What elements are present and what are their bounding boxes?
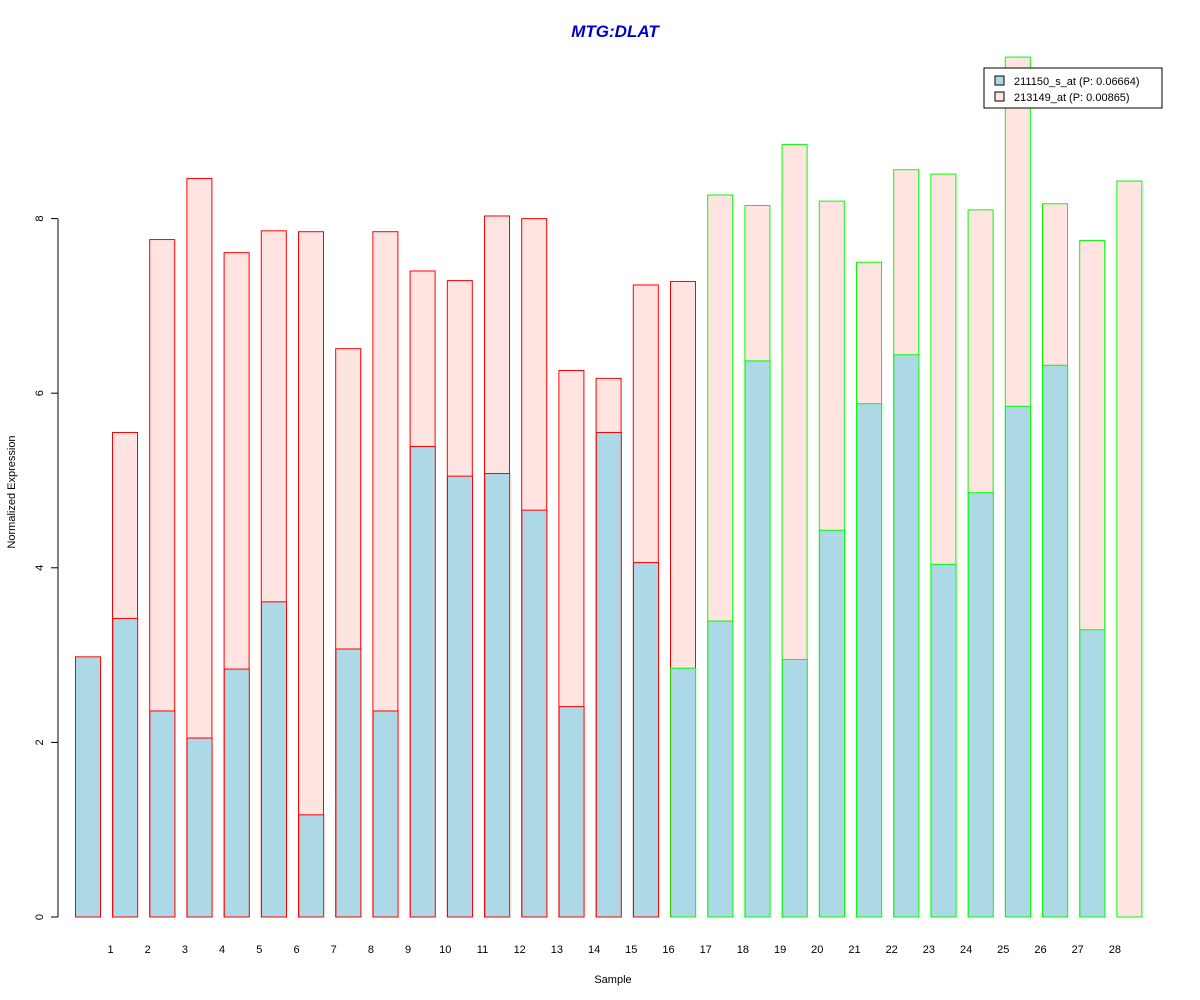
x-tick-label: 3	[182, 944, 188, 956]
x-tick-label: 6	[293, 944, 299, 956]
x-axis-label: Sample	[594, 974, 631, 986]
x-tick-label: 24	[960, 944, 972, 956]
bar-series-1-sample-27	[1042, 364, 1069, 918]
x-tick-label: 7	[331, 944, 337, 956]
legend-label-2: 213149_at (P: 0.00865)	[1014, 92, 1130, 104]
x-tick-label: 14	[588, 944, 600, 956]
bar-series-1-sample-12	[484, 473, 511, 918]
bar-series-1-sample-17	[670, 667, 697, 918]
bar-series-1-sample-21	[819, 529, 845, 918]
legend-swatch-1	[994, 75, 1005, 86]
bar-series-1-sample-1	[75, 656, 101, 918]
y-axis-label: Normalized Expression	[6, 435, 18, 548]
bar-series-1-sample-3	[149, 710, 176, 918]
bar-series-2-sample-28	[1116, 180, 1143, 918]
bar-series-1-sample-2	[112, 617, 139, 918]
legend-swatch-2	[994, 91, 1005, 102]
x-tick-label: 28	[1109, 944, 1121, 956]
legend: 211150_s_at (P: 0.06664) 213149_at (P: 0.…	[983, 67, 1163, 109]
x-tick-label: 12	[514, 944, 526, 956]
y-tick-label: 2	[34, 739, 46, 745]
bar-series-1-sample-13	[521, 509, 548, 918]
chart-title: MTG:DLAT	[571, 22, 660, 41]
x-tick-label: 4	[219, 944, 225, 956]
bar-series-1-sample-25	[967, 492, 994, 918]
bar-series-1-sample-8	[335, 648, 362, 918]
bar-series-1-sample-6	[261, 601, 287, 918]
x-tick-label: 1	[107, 944, 113, 956]
bar-series-1-sample-18	[707, 620, 734, 918]
bar-series-1-sample-16	[633, 562, 659, 918]
x-tick-label: 25	[997, 944, 1009, 956]
bar-series-1-sample-11	[447, 475, 473, 918]
bar-series-1-sample-20	[781, 658, 808, 918]
x-tick-label: 21	[848, 944, 860, 956]
bar-series-1-sample-26	[1005, 405, 1031, 918]
bar-series-1-sample-23	[893, 354, 920, 918]
x-tick-label: 17	[700, 944, 712, 956]
x-tick-label: 11	[477, 944, 488, 956]
bar-series-1-sample-9	[372, 710, 399, 918]
x-tick-label: 23	[923, 944, 935, 956]
x-tick-label: 8	[368, 944, 374, 956]
bar-series-1-sample-14	[558, 706, 585, 918]
bar-series-1-sample-24	[930, 563, 957, 918]
x-tick-label: 19	[774, 944, 786, 956]
x-tick-label: 16	[662, 944, 674, 956]
x-tick-label: 26	[1034, 944, 1046, 956]
x-tick-label: 22	[886, 944, 898, 956]
y-tick-label: 8	[34, 216, 46, 222]
bar-series-1-sample-5	[223, 668, 250, 918]
legend-label-1: 211150_s_at (P: 0.06664)	[1014, 76, 1140, 88]
x-tick-label: 20	[811, 944, 823, 956]
x-tick-label: 13	[551, 944, 563, 956]
x-tick-label: 9	[405, 944, 411, 956]
y-tick-label: 6	[34, 390, 46, 396]
bar-series-1-sample-10	[409, 445, 436, 918]
bar-series-1-sample-4	[186, 737, 213, 918]
bar-series-1-sample-7	[298, 814, 325, 918]
x-tick-label: 27	[1072, 944, 1084, 956]
legend-box	[983, 67, 1163, 109]
x-axis-tick-labels: 1 2 3 4 5 6 7 8 9 10 11 12 13 14 15 16 17 18 19 20 21 22 23 24 2…	[107, 944, 1121, 956]
bars-group	[75, 56, 1143, 918]
x-tick-label: 2	[145, 944, 151, 956]
x-tick-label: 10	[439, 944, 451, 956]
bar-series-1-sample-22	[856, 403, 883, 918]
y-axis: 0 2 4 6 8	[34, 216, 59, 920]
x-tick-label: 5	[256, 944, 262, 956]
x-tick-label: 18	[737, 944, 749, 956]
bar-series-1-sample-28	[1079, 629, 1106, 918]
y-tick-label: 0	[34, 914, 46, 920]
x-tick-label: 15	[625, 944, 637, 956]
y-tick-label: 4	[34, 565, 46, 571]
bar-series-2-sample-6	[298, 231, 324, 918]
bar-series-1-sample-19	[744, 360, 771, 918]
bar-series-1-sample-15	[595, 431, 622, 918]
